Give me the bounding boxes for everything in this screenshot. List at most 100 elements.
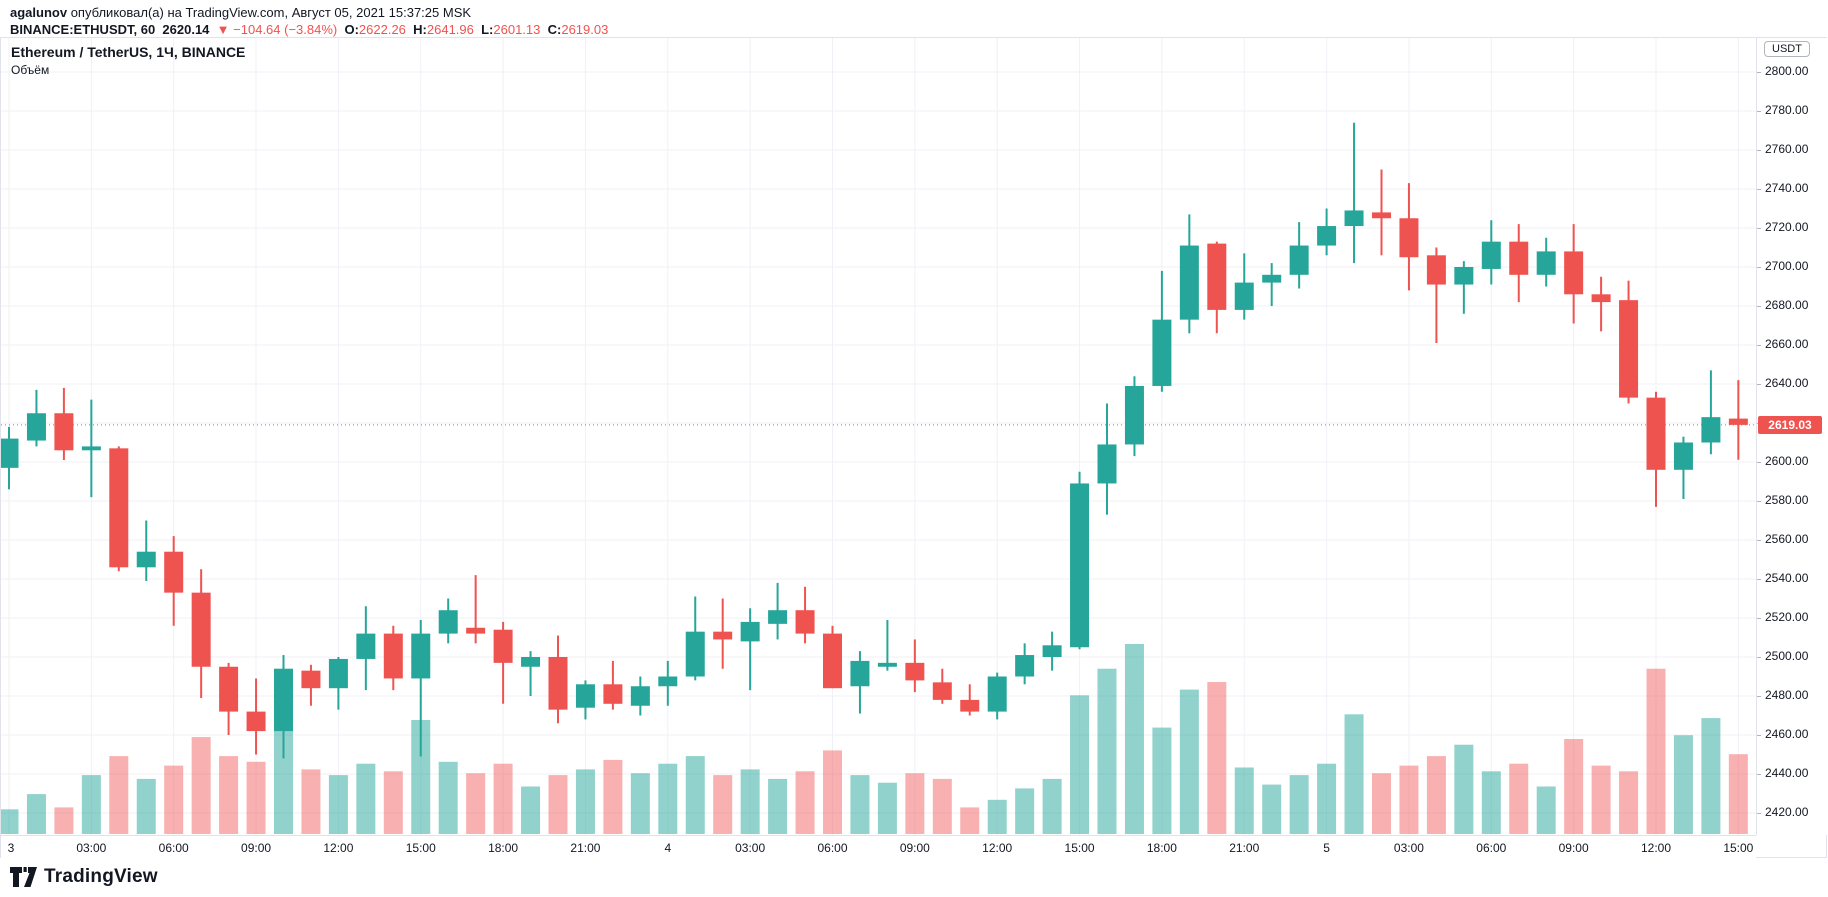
close-label: C: [547,22,562,37]
time-tick-label: 12:00 [323,841,354,855]
time-axis[interactable]: 3 03:00 06:00 09:00 12:00 15:00 18:00 21:00 4 03:… [1,835,1756,859]
volume-bar [328,775,348,834]
price-tick-mark [1757,72,1761,73]
time-tick-label: 18:00 [488,841,519,855]
price-tick-mark [1757,150,1761,151]
volume-bar [1372,773,1391,834]
volume-bar [26,794,46,834]
price-tick-mark [1757,345,1761,346]
volume-bar [1481,771,1501,834]
candle-body [713,631,733,640]
price-tick-label: 2700.00 [1765,259,1809,273]
candle-body [81,446,101,451]
candle-body [630,686,650,706]
volume-bar [1042,778,1062,834]
price-tick-mark [1757,111,1761,112]
candle-body [1317,226,1337,246]
volume-bar [466,773,486,834]
byline-text: опубликовал(а) на TradingView.com, Авгус… [67,5,472,20]
price-tick-label: 2660.00 [1765,337,1809,351]
candle-body [1262,274,1282,283]
price-tick-mark [1757,774,1761,775]
price-tick-label: 2720.00 [1765,220,1809,234]
volume-bar [219,756,239,834]
symbol-name[interactable]: BINANCE:ETHUSDT, 60 [10,22,156,37]
candle-body [54,413,74,451]
volume-bar [1317,763,1337,834]
price-tick-label: 2500.00 [1765,649,1809,663]
volume-bar [1399,765,1419,834]
candle-body [411,633,431,679]
volume-bar [1070,695,1090,834]
volume-bar [301,769,321,834]
volume-indicator-label[interactable]: Объём [11,63,50,77]
time-tick-label: 4 [664,841,672,855]
candle-body [1536,251,1556,275]
price-axis[interactable]: USDT 2619.03 2800.00 2780.00 2760.00 2740.0… [1756,38,1828,835]
volume-bar [246,761,266,834]
chart-title[interactable]: Ethereum / TetherUS, 1Ч, BINANCE [11,44,246,60]
close-value: 2619.03 [561,22,609,37]
chart-frame: Ethereum / TetherUS, 1Ч, BINANCE Объём U… [0,37,1828,859]
volume-bar [603,759,623,834]
volume-bar [1207,682,1227,834]
time-tick-label: 03:00 [76,841,107,855]
candle-body [1015,655,1035,677]
volume-bar [191,737,211,834]
candle-body [356,633,376,659]
candle-body [438,610,458,634]
candle-body [26,413,46,441]
chart-plot-area[interactable]: Ethereum / TetherUS, 1Ч, BINANCE Объём [0,38,1756,835]
volume-bar [575,769,595,834]
currency-chip[interactable]: USDT [1764,41,1810,57]
price-tick-mark [1757,813,1761,814]
candle-body [1591,294,1611,303]
tradingview-logo[interactable]: TradingView [10,866,158,888]
candle-body [575,684,595,708]
volume-bar [850,775,870,834]
volume-bar [136,778,156,834]
volume-bar [1124,644,1144,834]
candle-body [1179,245,1199,320]
volume-bar [987,799,1007,834]
candle-body [932,682,952,700]
volume-bar [1179,689,1199,834]
price-tick-label: 2680.00 [1765,298,1809,312]
candle-body [768,610,788,624]
price-tick-label: 2740.00 [1765,181,1809,195]
candle-body [1042,645,1062,657]
change-value: −104.64 (−3.84%) [233,22,338,37]
volume-bar [1454,744,1474,834]
volume-bar [1015,788,1035,834]
candle-body [1673,442,1693,470]
candle-body [246,711,266,732]
volume-bar [795,771,815,834]
price-tick-mark [1757,267,1761,268]
candle-body [1372,212,1391,219]
volume-bar [658,763,678,834]
author-name[interactable]: agalunov [10,5,68,20]
volume-bar [1262,784,1282,834]
candle-body [1646,397,1666,470]
volume-bar [1152,727,1172,834]
volume-bar [1097,668,1117,834]
volume-bar [823,750,842,834]
time-tick-label: 18:00 [1146,841,1177,855]
volume-bar [630,773,650,834]
volume-bar [1673,735,1693,834]
volume-bar [1701,718,1721,834]
candle-body [1728,418,1748,425]
volume-bar [493,763,513,834]
time-tick-label: 15:00 [1723,841,1754,855]
volume-bar [713,775,733,834]
volume-bar [438,761,458,834]
volume-bar [960,807,980,834]
candle-body [301,670,321,689]
time-tick-label: 15:00 [1064,841,1095,855]
time-tick-label: 12:00 [1640,841,1672,855]
volume-bar [54,807,74,834]
price-tick-label: 2580.00 [1765,493,1809,507]
price-tick-label: 2480.00 [1765,688,1809,702]
candle-body [850,660,870,687]
candle-body [685,631,705,677]
